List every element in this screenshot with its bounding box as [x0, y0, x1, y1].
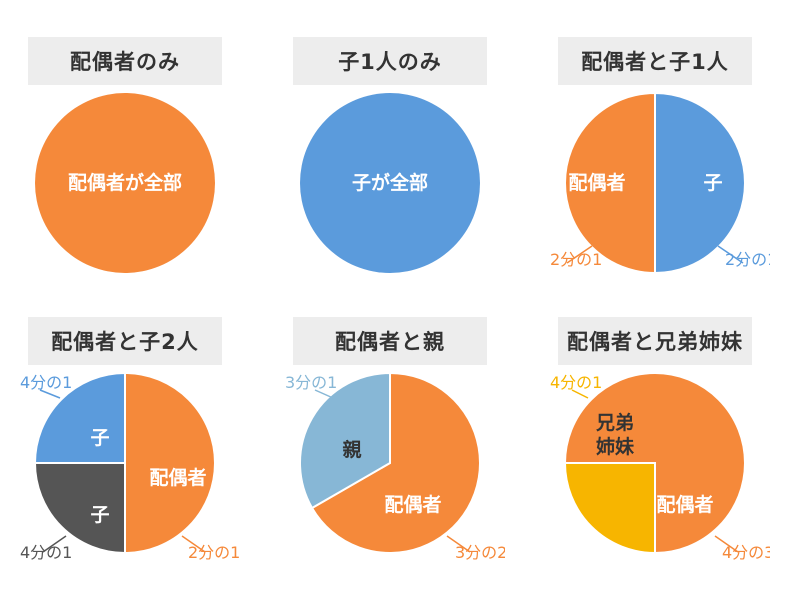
chart-spouse-and-parent: 配偶者と親 配偶者 3分の2 親 3分の1 [275, 300, 505, 580]
pie-slice [563, 462, 656, 555]
chart-title: 配偶者と親 [293, 317, 487, 365]
slice-label: 子 [90, 504, 109, 526]
pie-chart-svg: 子が全部 [300, 93, 480, 273]
pie-chart-svg: 配偶者 2分の1 子 4分の1 子 4分の1 [20, 371, 240, 562]
fraction-label: 4分の3 [722, 543, 770, 562]
fraction-label: 2分の1 [188, 543, 240, 562]
pie-slice [300, 93, 480, 273]
leader-line [566, 245, 593, 264]
leader-line [39, 389, 61, 399]
leader-line [181, 535, 206, 553]
pie-slice [33, 371, 126, 464]
leader-line [42, 535, 67, 553]
chart-spouse-and-siblings: 配偶者と兄弟姉妹 配偶者 4分の3 兄弟姉妹 4分の1 [540, 300, 770, 580]
leader-line [717, 245, 744, 264]
pie-slice [310, 371, 481, 554]
chart-title: 配偶者と子2人 [28, 317, 222, 365]
pie-chart-svg: 配偶者が全部 [35, 93, 215, 273]
slice-label: 子 [703, 172, 722, 194]
pie-slice [33, 462, 126, 555]
pie-slice [35, 93, 215, 273]
fraction-label: 2分の1 [725, 250, 770, 269]
pie-slice [124, 371, 216, 555]
chart-spouse-and-two-children: 配偶者と子2人 配偶者 2分の1 子 4分の1 子 4分の1 [10, 300, 240, 580]
chart-title: 配偶者と子1人 [558, 37, 752, 85]
pie-slice [299, 371, 391, 510]
fraction-label: 2分の1 [550, 250, 602, 269]
fraction-label: 4分の1 [20, 373, 72, 392]
fraction-label: 3分の2 [455, 543, 505, 562]
slice-label: 配偶者 [656, 493, 713, 516]
pie-chart-svg: 配偶者 3分の2 親 3分の1 [285, 371, 505, 562]
fraction-label: 3分の1 [285, 373, 337, 392]
leader-line [314, 389, 334, 399]
pie-slice [564, 91, 656, 275]
chart-title: 子1人のみ [293, 37, 487, 85]
slice-label: 子が全部 [352, 171, 428, 194]
pie-chart-svg: 子 2分の1 配偶者 2分の1 [550, 91, 770, 275]
leader-line [571, 389, 589, 399]
slice-label: 配偶者 [149, 466, 206, 489]
slice-label: 配偶者 [384, 493, 441, 516]
slice-label: 配偶者 [568, 171, 625, 194]
leader-line [446, 535, 471, 553]
chart-title: 配偶者のみ [28, 37, 222, 85]
fraction-label: 4分の1 [550, 373, 602, 392]
pie-slice [654, 91, 746, 275]
chart-spouse-only: 配偶者のみ 配偶者が全部 [10, 20, 240, 300]
chart-one-child-only: 子1人のみ 子が全部 [275, 20, 505, 300]
slice-label: 親 [342, 438, 361, 461]
slice-label: 配偶者が全部 [68, 171, 182, 194]
slice-label: 兄弟姉妹 [595, 411, 635, 458]
slice-label: 子 [90, 427, 109, 449]
pie-chart-svg: 配偶者 4分の3 兄弟姉妹 4分の1 [550, 372, 770, 562]
fraction-label: 4分の1 [20, 543, 72, 562]
leader-line [714, 535, 739, 553]
chart-title: 配偶者と兄弟姉妹 [558, 317, 752, 365]
chart-spouse-and-one-child: 配偶者と子1人 子 2分の1 配偶者 2分の1 [540, 20, 770, 300]
